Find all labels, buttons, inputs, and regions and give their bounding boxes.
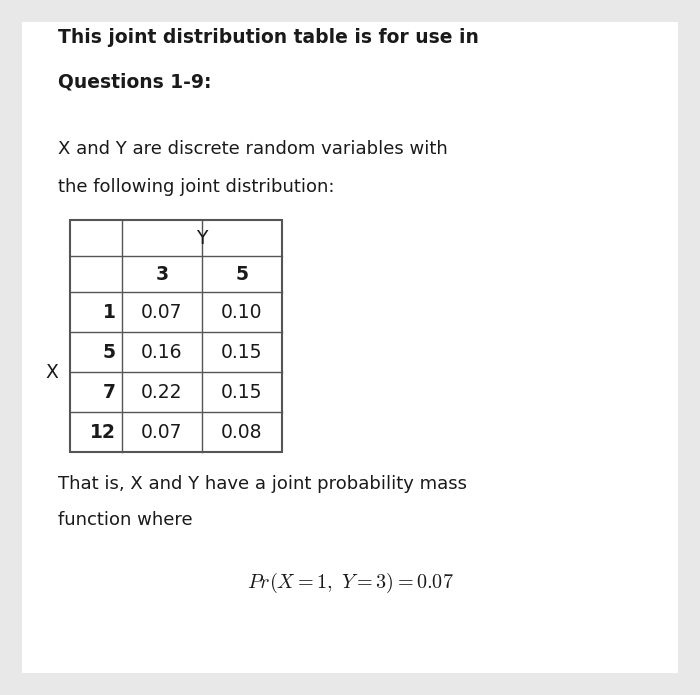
Text: 0.10: 0.10 — [221, 302, 262, 322]
Text: X: X — [46, 363, 58, 382]
Text: 0.07: 0.07 — [141, 302, 183, 322]
Text: 0.15: 0.15 — [221, 343, 262, 361]
Text: 0.22: 0.22 — [141, 382, 183, 402]
Text: Y: Y — [196, 229, 208, 247]
Bar — [70, 220, 282, 452]
Text: X and Y are discrete random variables with: X and Y are discrete random variables wi… — [58, 140, 448, 158]
Text: 12: 12 — [90, 423, 116, 441]
Text: 0.15: 0.15 — [221, 382, 262, 402]
Text: That is, X and Y have a joint probability mass: That is, X and Y have a joint probabilit… — [58, 475, 467, 493]
Text: 7: 7 — [103, 382, 116, 402]
Text: 0.16: 0.16 — [141, 343, 183, 361]
Text: 0.08: 0.08 — [221, 423, 262, 441]
Text: 3: 3 — [155, 265, 169, 284]
Text: the following joint distribution:: the following joint distribution: — [58, 178, 335, 196]
Text: 0.07: 0.07 — [141, 423, 183, 441]
Text: Questions 1-9:: Questions 1-9: — [58, 72, 211, 91]
Text: 1: 1 — [103, 302, 116, 322]
Text: $\mathit{Pr}(X = 1,\ Y = 3) = 0.07$: $\mathit{Pr}(X = 1,\ Y = 3) = 0.07$ — [246, 571, 454, 595]
Text: 5: 5 — [235, 265, 248, 284]
Text: This joint distribution table is for use in: This joint distribution table is for use… — [58, 28, 479, 47]
Text: function where: function where — [58, 511, 192, 529]
Text: 5: 5 — [103, 343, 116, 361]
